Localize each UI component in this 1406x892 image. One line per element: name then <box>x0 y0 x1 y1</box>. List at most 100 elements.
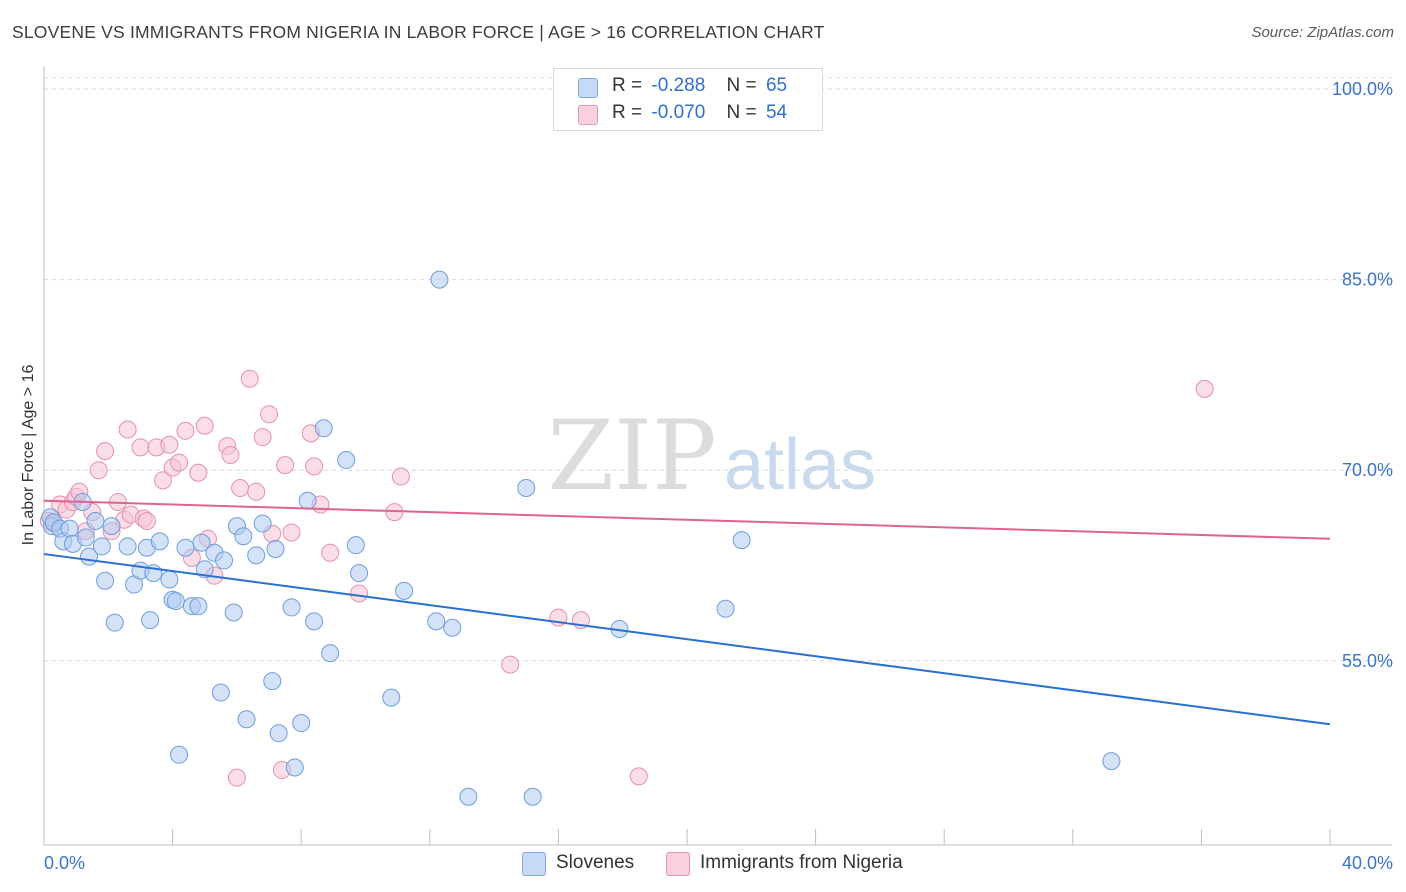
data-point-slovenes <box>305 612 324 631</box>
trend-line-slovenes <box>43 553 1331 726</box>
legend-swatch-blue <box>578 78 598 98</box>
data-point-nigeria <box>240 369 259 388</box>
data-point-nigeria <box>282 523 301 542</box>
data-point-slovenes <box>92 537 111 556</box>
data-point-slovenes <box>170 745 189 764</box>
data-point-nigeria <box>629 767 648 786</box>
trend-line-nigeria <box>43 499 1331 540</box>
legend-n-label: N = <box>726 75 757 96</box>
data-point-nigeria <box>137 512 156 531</box>
data-point-nigeria <box>96 442 115 461</box>
data-point-nigeria <box>253 428 272 447</box>
data-point-nigeria <box>260 405 279 424</box>
data-point-slovenes <box>443 618 462 637</box>
data-point-nigeria <box>189 463 208 482</box>
source-label: Source: ZipAtlas.com <box>1251 24 1394 41</box>
data-point-nigeria <box>227 768 246 787</box>
data-point-slovenes <box>86 512 105 531</box>
data-point-nigeria <box>501 655 520 674</box>
data-point-nigeria <box>195 416 214 435</box>
y-tick-label: 70.0% <box>1342 460 1393 480</box>
data-point-slovenes <box>285 758 304 777</box>
data-point-nigeria <box>276 456 295 475</box>
data-point-slovenes <box>282 598 301 617</box>
data-point-slovenes <box>382 688 401 707</box>
data-point-slovenes <box>350 564 369 583</box>
data-point-slovenes <box>395 581 414 600</box>
watermark-zip: ZIP <box>547 400 716 512</box>
gridlines <box>44 77 1392 662</box>
data-point-slovenes <box>292 714 311 733</box>
data-point-slovenes <box>176 538 195 557</box>
data-point-slovenes <box>1102 752 1121 771</box>
data-point-slovenes <box>96 571 115 590</box>
data-point-slovenes <box>263 672 282 691</box>
data-point-nigeria <box>153 471 172 490</box>
data-point-slovenes <box>224 603 243 622</box>
legend-swatch-pink <box>578 105 598 125</box>
y-tick-label: 100.0% <box>1332 79 1393 99</box>
data-point-slovenes <box>346 536 365 555</box>
data-point-slovenes <box>234 527 253 546</box>
x-tick-label: 0.0% <box>44 853 85 873</box>
legend-r-label: R = <box>612 102 643 123</box>
y-tick-label: 55.0% <box>1342 651 1393 671</box>
data-point-nigeria <box>305 457 324 476</box>
legend-n-value: 54 <box>765 102 788 123</box>
data-point-slovenes <box>105 613 124 632</box>
watermark-atlas: atlas <box>724 425 876 505</box>
data-point-slovenes <box>337 451 356 470</box>
data-point-nigeria <box>131 438 150 457</box>
legend-r-value: -0.070 <box>651 102 706 123</box>
data-point-slovenes <box>716 599 735 618</box>
bottom-legend-label: Immigrants from Nigeria <box>700 852 903 873</box>
bottom-legend-swatch-pink <box>666 852 690 876</box>
legend-n-value: 65 <box>765 75 788 96</box>
watermark: ZIP atlas <box>547 400 876 512</box>
data-point-slovenes <box>211 683 230 702</box>
y-tick-label: 85.0% <box>1342 270 1393 290</box>
data-point-slovenes <box>321 644 340 663</box>
data-point-slovenes <box>314 419 333 438</box>
correlation-legend: R = -0.288 N = 65 R = -0.070 N = 54 <box>553 68 823 131</box>
data-point-slovenes <box>102 517 121 536</box>
series-slovenes-points <box>41 270 1121 806</box>
data-point-nigeria <box>160 435 179 454</box>
data-point-nigeria <box>350 584 369 603</box>
data-point-nigeria <box>247 482 266 501</box>
data-point-nigeria <box>1195 379 1214 398</box>
data-point-slovenes <box>269 724 288 743</box>
data-point-slovenes <box>118 537 137 556</box>
data-point-slovenes <box>253 514 272 533</box>
data-point-slovenes <box>150 532 169 551</box>
data-point-nigeria <box>170 453 189 472</box>
data-point-slovenes <box>195 560 214 579</box>
data-point-nigeria <box>176 421 195 440</box>
legend-r-label: R = <box>612 75 643 96</box>
legend-r-value: -0.288 <box>651 75 706 96</box>
data-point-slovenes <box>237 710 256 729</box>
data-point-slovenes <box>459 787 478 806</box>
data-point-slovenes <box>266 539 285 558</box>
data-point-slovenes <box>215 551 234 570</box>
axes <box>43 66 1392 846</box>
data-point-slovenes <box>76 528 95 547</box>
data-point-slovenes <box>160 570 179 589</box>
data-point-nigeria <box>391 467 410 486</box>
data-point-slovenes <box>427 612 446 631</box>
data-point-nigeria <box>231 478 250 497</box>
data-point-slovenes <box>430 270 449 289</box>
data-point-slovenes <box>517 478 536 497</box>
data-point-slovenes <box>247 546 266 565</box>
data-point-nigeria <box>89 461 108 480</box>
bottom-legend-label: Slovenes <box>556 852 635 873</box>
tick-labels: 55.0% 70.0% 85.0% 100.0% 0.0% 40.0% <box>44 79 1393 873</box>
data-point-slovenes <box>189 597 208 616</box>
data-point-slovenes <box>166 592 185 611</box>
data-point-slovenes <box>523 787 542 806</box>
data-point-slovenes <box>141 611 160 630</box>
data-point-slovenes <box>732 531 751 550</box>
data-point-nigeria <box>118 420 137 439</box>
data-point-slovenes <box>298 491 317 510</box>
